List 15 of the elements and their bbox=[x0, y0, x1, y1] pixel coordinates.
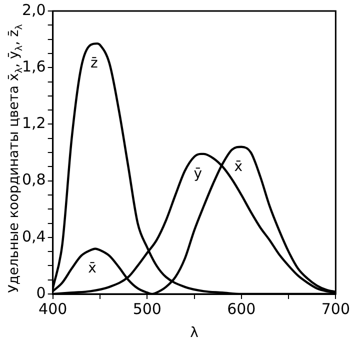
y-tick-label: 0,4 bbox=[22, 227, 46, 246]
series-label: x̄ bbox=[234, 158, 243, 175]
series-label: ȳ bbox=[194, 166, 202, 182]
x-tick-label: 400 bbox=[38, 300, 68, 318]
text: x̄ bbox=[88, 260, 96, 277]
series-label: z̄ bbox=[90, 56, 98, 72]
y-tick-label: 0,8 bbox=[22, 170, 46, 189]
y-tick-label: 2,0 bbox=[22, 0, 46, 19]
x-tick-label: 700 bbox=[321, 300, 350, 318]
y-tick-label: 1,6 bbox=[22, 57, 46, 76]
x-axis-title: λ bbox=[190, 325, 198, 341]
x-tick-label: 500 bbox=[132, 300, 162, 318]
y-tick-label: 0 bbox=[36, 284, 46, 302]
x-tick-label: 600 bbox=[227, 300, 256, 318]
y-tick-label: 1,2 bbox=[22, 114, 46, 132]
